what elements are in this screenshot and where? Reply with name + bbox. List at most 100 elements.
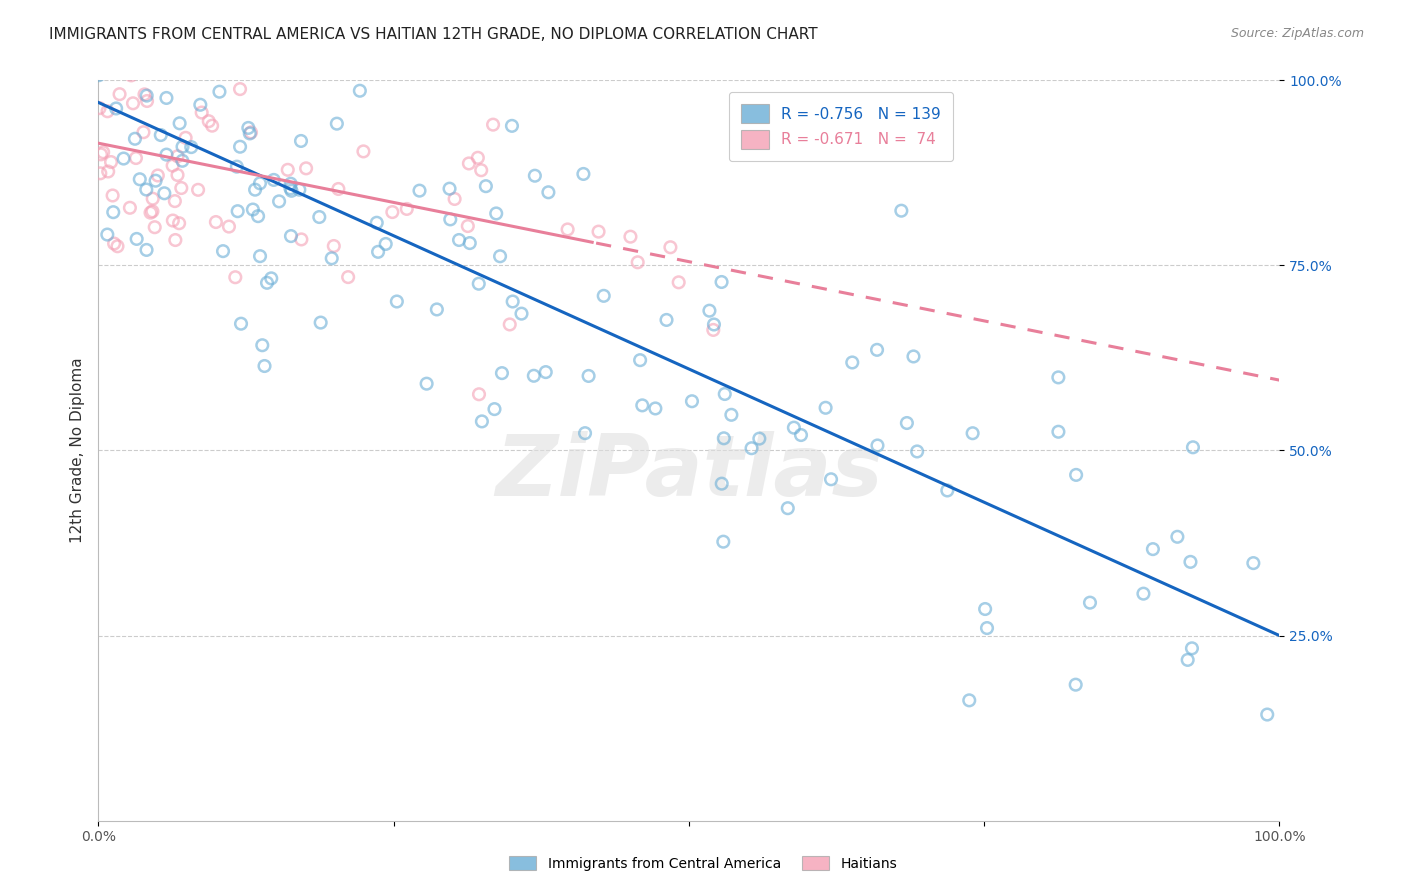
Point	[97, 164, 120, 178]
Point	[574, 426, 596, 441]
Point	[90, 147, 112, 161]
Point	[205, 215, 228, 229]
Point	[1177, 653, 1199, 667]
Point	[153, 186, 176, 201]
Point	[748, 432, 770, 446]
Point	[468, 277, 491, 291]
Point	[252, 338, 274, 352]
Point	[475, 179, 498, 194]
Point	[96, 227, 118, 242]
Point	[962, 426, 984, 441]
Point	[242, 202, 264, 217]
Point	[619, 229, 641, 244]
Point	[101, 188, 124, 202]
Point	[224, 270, 246, 285]
Point	[655, 313, 678, 327]
Point	[105, 102, 128, 116]
Point	[366, 216, 388, 230]
Point	[1047, 425, 1070, 439]
Point	[122, 96, 145, 111]
Point	[132, 125, 155, 139]
Point	[699, 303, 721, 318]
Point	[328, 182, 350, 196]
Point	[458, 235, 481, 250]
Point	[118, 201, 141, 215]
Point	[337, 270, 360, 285]
Point	[627, 255, 650, 269]
Point	[89, 101, 111, 115]
Point	[280, 184, 302, 198]
Point	[628, 353, 651, 368]
Point	[499, 318, 522, 332]
Point	[290, 134, 312, 148]
Point	[557, 222, 579, 236]
Point	[457, 219, 479, 233]
Point	[1166, 530, 1188, 544]
Point	[98, 36, 121, 50]
Point	[165, 233, 187, 247]
Point	[866, 438, 889, 452]
Point	[180, 140, 202, 154]
Point	[668, 276, 690, 290]
Point	[710, 275, 733, 289]
Point	[128, 172, 150, 186]
Point	[225, 160, 247, 174]
Point	[710, 476, 733, 491]
Point	[188, 97, 211, 112]
Point	[489, 249, 512, 263]
Point	[162, 159, 184, 173]
Point	[120, 68, 142, 82]
Point	[135, 243, 157, 257]
Point	[238, 120, 260, 135]
Point	[141, 36, 163, 50]
Point	[974, 602, 997, 616]
Point	[267, 36, 290, 50]
Point	[631, 398, 654, 412]
Point	[104, 45, 127, 59]
Point	[484, 402, 506, 417]
Point	[243, 183, 266, 197]
Point	[501, 119, 523, 133]
Point	[1181, 641, 1204, 656]
Point	[253, 359, 276, 373]
Point	[814, 401, 837, 415]
Point	[208, 85, 231, 99]
Point	[1241, 556, 1264, 570]
Point	[280, 177, 302, 191]
Legend: R = -0.756   N = 139, R = -0.671   N =  74: R = -0.756 N = 139, R = -0.671 N = 74	[730, 92, 953, 161]
Point	[903, 350, 925, 364]
Point	[87, 68, 110, 82]
Point	[644, 401, 666, 416]
Point	[142, 192, 165, 206]
Point	[439, 212, 461, 227]
Text: Source: ZipAtlas.com: Source: ZipAtlas.com	[1230, 27, 1364, 40]
Point	[309, 316, 332, 330]
Point	[197, 114, 219, 128]
Point	[1180, 555, 1202, 569]
Point	[103, 236, 125, 251]
Point	[149, 128, 172, 142]
Point	[288, 183, 311, 197]
Point	[103, 205, 125, 219]
Point	[659, 240, 682, 254]
Text: IMMIGRANTS FROM CENTRAL AMERICA VS HAITIAN 12TH GRADE, NO DIPLOMA CORRELATION CH: IMMIGRANTS FROM CENTRAL AMERICA VS HAITI…	[49, 27, 818, 42]
Point	[408, 184, 430, 198]
Point	[741, 441, 763, 455]
Point	[491, 366, 513, 380]
Point	[681, 394, 703, 409]
Point	[308, 210, 330, 224]
Point	[711, 534, 734, 549]
Point	[256, 276, 278, 290]
Point	[905, 444, 928, 458]
Point	[135, 182, 157, 196]
Point	[890, 203, 912, 218]
Point	[572, 167, 595, 181]
Point	[841, 355, 863, 369]
Point	[105, 36, 128, 50]
Point	[163, 194, 186, 208]
Point	[578, 368, 600, 383]
Point	[143, 220, 166, 235]
Point	[114, 36, 136, 50]
Point	[482, 118, 505, 132]
Point	[191, 36, 214, 50]
